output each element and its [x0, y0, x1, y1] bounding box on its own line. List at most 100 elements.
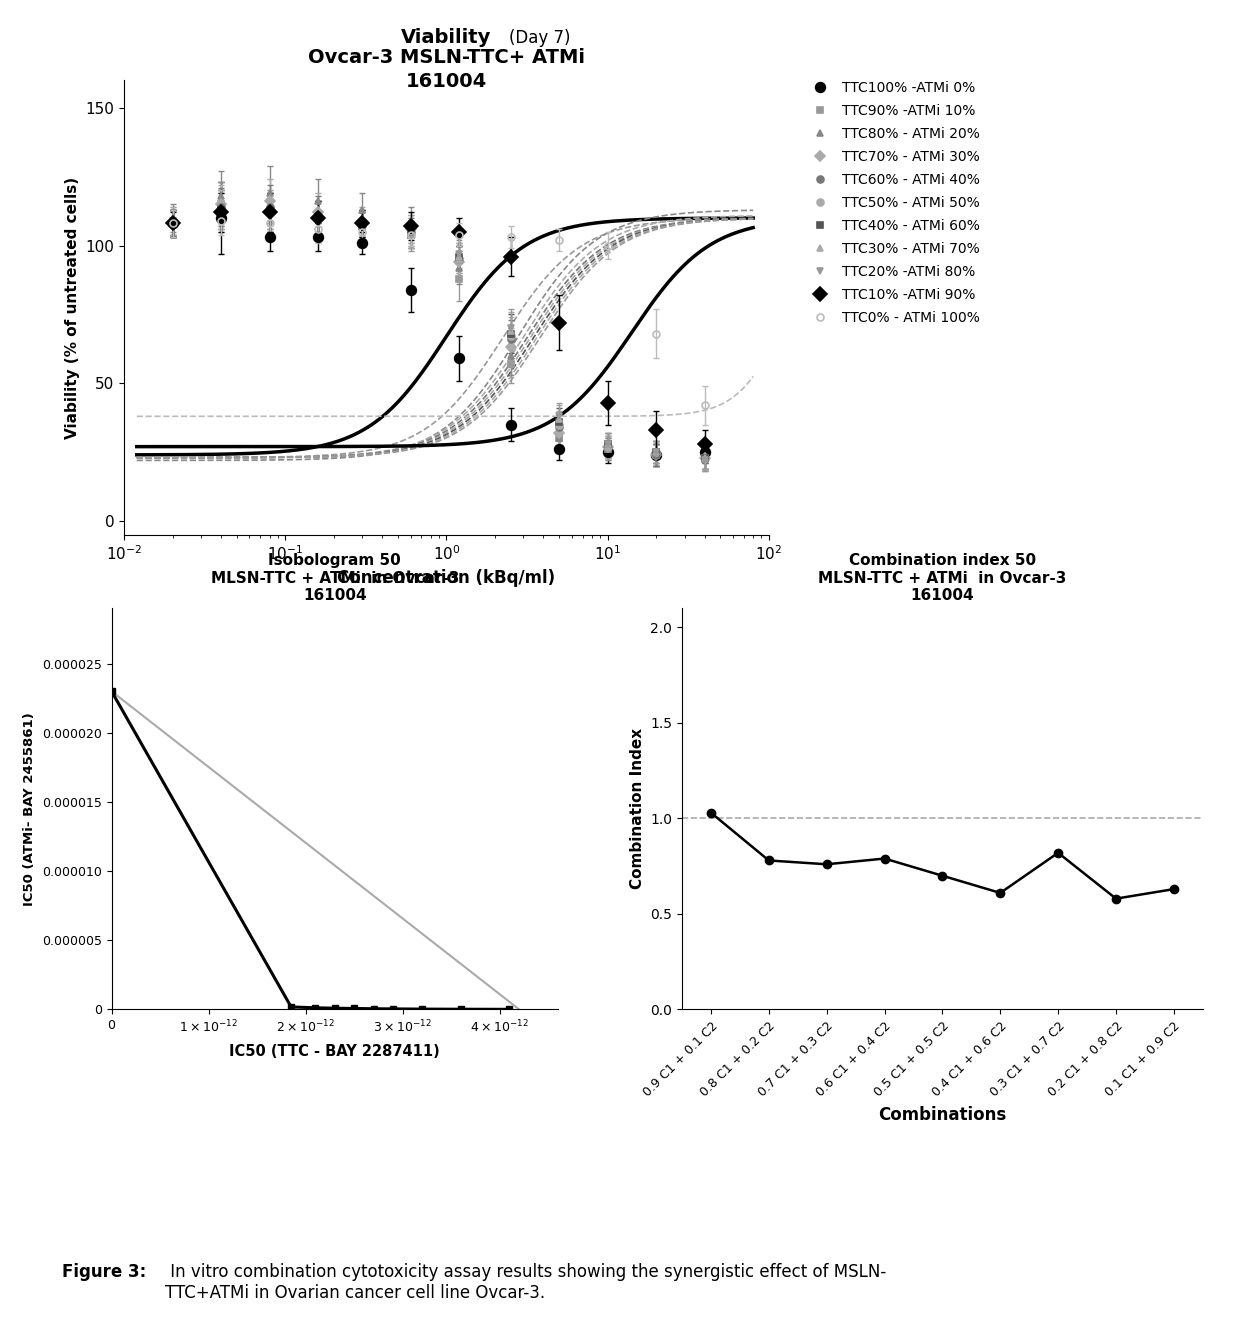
Line: TTC10% -ATMi 90%: TTC10% -ATMi 90%	[167, 207, 709, 449]
TTC80% - ATMi 20%	[503, 348, 518, 364]
TTC90% -ATMi 10%	[503, 356, 518, 372]
TTC40% - ATMi 60%	[600, 436, 615, 452]
TTC40% - ATMi 60%	[649, 444, 663, 460]
Y-axis label: IC50 (ATMi- BAY 2455861): IC50 (ATMi- BAY 2455861)	[24, 713, 36, 905]
TTC50% - ATMi 50%	[649, 444, 663, 460]
TTC30% - ATMi 70%	[213, 202, 228, 218]
TTC100% -ATMi 0%	[213, 210, 228, 226]
Line: TTC20% -ATMi 80%: TTC20% -ATMi 80%	[169, 209, 708, 464]
TTC90% -ATMi 10%	[403, 221, 418, 237]
Line: TTC40% - ATMi 60%: TTC40% - ATMi 60%	[169, 206, 708, 461]
TTC0% - ATMi 100%	[165, 215, 180, 231]
TTC90% -ATMi 10%	[697, 449, 712, 465]
TTC100% -ATMi 0%	[697, 444, 712, 460]
X-axis label: IC50 (TTC - BAY 2287411): IC50 (TTC - BAY 2287411)	[229, 1044, 440, 1059]
TTC50% - ATMi 50%	[697, 449, 712, 465]
TTC30% - ATMi 70%	[403, 226, 418, 242]
TTC50% - ATMi 50%	[451, 251, 466, 267]
TTC20% -ATMi 80%	[213, 205, 228, 221]
TTC20% -ATMi 80%	[503, 320, 518, 336]
TTC100% -ATMi 0%	[355, 235, 370, 251]
TTC70% - ATMi 30%	[311, 205, 326, 221]
Text: Figure 3:: Figure 3:	[62, 1263, 146, 1281]
TTC30% - ATMi 70%	[165, 215, 180, 231]
TTC40% - ATMi 60%	[165, 215, 180, 231]
TTC0% - ATMi 100%	[552, 233, 567, 249]
TTC30% - ATMi 70%	[262, 205, 277, 221]
TTC10% -ATMi 90%	[600, 394, 615, 410]
TTC80% - ATMi 20%	[403, 213, 418, 229]
TTC30% - ATMi 70%	[552, 410, 567, 427]
TTC80% - ATMi 20%	[451, 259, 466, 275]
TTC20% -ATMi 80%	[649, 444, 663, 460]
Line: TTC100% -ATMi 0%: TTC100% -ATMi 0%	[167, 213, 709, 460]
TTC50% - ATMi 50%	[355, 218, 370, 234]
TTC60% - ATMi 40%	[649, 447, 663, 463]
Line: TTC50% - ATMi 50%: TTC50% - ATMi 50%	[169, 206, 708, 461]
TTC10% -ATMi 90%	[451, 223, 466, 239]
TTC80% - ATMi 20%	[600, 441, 615, 457]
TTC10% -ATMi 90%	[262, 205, 277, 221]
TTC100% -ATMi 0%	[311, 229, 326, 245]
TTC80% - ATMi 20%	[355, 202, 370, 218]
TTC70% - ATMi 30%	[600, 439, 615, 455]
TTC40% - ATMi 60%	[451, 249, 466, 265]
TTC10% -ATMi 90%	[697, 436, 712, 452]
TTC80% - ATMi 20%	[697, 452, 712, 468]
Line: TTC60% - ATMi 40%: TTC60% - ATMi 40%	[169, 203, 708, 461]
TTC10% -ATMi 90%	[649, 422, 663, 439]
TTC40% - ATMi 60%	[697, 449, 712, 465]
TTC0% - ATMi 100%	[262, 215, 277, 231]
TTC60% - ATMi 40%	[451, 251, 466, 267]
TTC60% - ATMi 40%	[165, 215, 180, 231]
TTC90% -ATMi 10%	[649, 447, 663, 463]
TTC0% - ATMi 100%	[451, 226, 466, 242]
TTC30% - ATMi 70%	[600, 436, 615, 452]
TTC60% - ATMi 40%	[213, 199, 228, 215]
TTC40% - ATMi 60%	[213, 202, 228, 218]
TTC60% - ATMi 40%	[697, 449, 712, 465]
TTC70% - ATMi 30%	[649, 447, 663, 463]
TTC0% - ATMi 100%	[649, 326, 663, 342]
TTC70% - ATMi 30%	[403, 221, 418, 237]
Text: (Day 7): (Day 7)	[508, 29, 570, 47]
Line: TTC30% - ATMi 70%: TTC30% - ATMi 70%	[169, 206, 708, 461]
TTC0% - ATMi 100%	[355, 223, 370, 239]
TTC30% - ATMi 70%	[503, 324, 518, 340]
TTC90% -ATMi 10%	[262, 202, 277, 218]
TTC10% -ATMi 90%	[311, 210, 326, 226]
TTC50% - ATMi 50%	[165, 215, 180, 231]
Line: TTC90% -ATMi 10%: TTC90% -ATMi 10%	[169, 201, 708, 461]
TTC10% -ATMi 90%	[165, 215, 180, 231]
TTC90% -ATMi 10%	[311, 210, 326, 226]
TTC60% - ATMi 40%	[311, 207, 326, 223]
TTC60% - ATMi 40%	[403, 223, 418, 239]
Line: TTC70% - ATMi 30%: TTC70% - ATMi 30%	[169, 198, 708, 461]
Legend: TTC100% -ATMi 0%, TTC90% -ATMi 10%, TTC80% - ATMi 20%, TTC70% - ATMi 30%, TTC60%: TTC100% -ATMi 0%, TTC90% -ATMi 10%, TTC8…	[801, 78, 982, 328]
TTC0% - ATMi 100%	[213, 213, 228, 229]
TTC50% - ATMi 50%	[213, 202, 228, 218]
TTC20% -ATMi 80%	[697, 452, 712, 468]
TTC90% -ATMi 10%	[213, 197, 228, 213]
X-axis label: Combinations: Combinations	[878, 1106, 1007, 1124]
TTC20% -ATMi 80%	[451, 246, 466, 262]
TTC10% -ATMi 90%	[552, 314, 567, 330]
TTC20% -ATMi 80%	[552, 408, 567, 424]
Y-axis label: Viability (% of untreated cells): Viability (% of untreated cells)	[64, 176, 79, 439]
TTC100% -ATMi 0%	[403, 282, 418, 298]
TTC70% - ATMi 30%	[262, 194, 277, 210]
TTC70% - ATMi 30%	[355, 213, 370, 229]
TTC80% - ATMi 20%	[165, 210, 180, 226]
TTC50% - ATMi 50%	[503, 329, 518, 345]
TTC50% - ATMi 50%	[552, 417, 567, 433]
TTC100% -ATMi 0%	[262, 229, 277, 245]
Title: Isobologram 50
MLSN-TTC + ATMi  in Ovcar-3
161004: Isobologram 50 MLSN-TTC + ATMi in Ovcar-…	[211, 554, 459, 603]
TTC70% - ATMi 30%	[697, 449, 712, 465]
TTC60% - ATMi 40%	[355, 215, 370, 231]
TTC0% - ATMi 100%	[697, 397, 712, 413]
TTC80% - ATMi 20%	[213, 189, 228, 205]
TTC100% -ATMi 0%	[649, 447, 663, 463]
TTC80% - ATMi 20%	[649, 447, 663, 463]
TTC90% -ATMi 10%	[552, 431, 567, 447]
TTC30% - ATMi 70%	[355, 218, 370, 234]
